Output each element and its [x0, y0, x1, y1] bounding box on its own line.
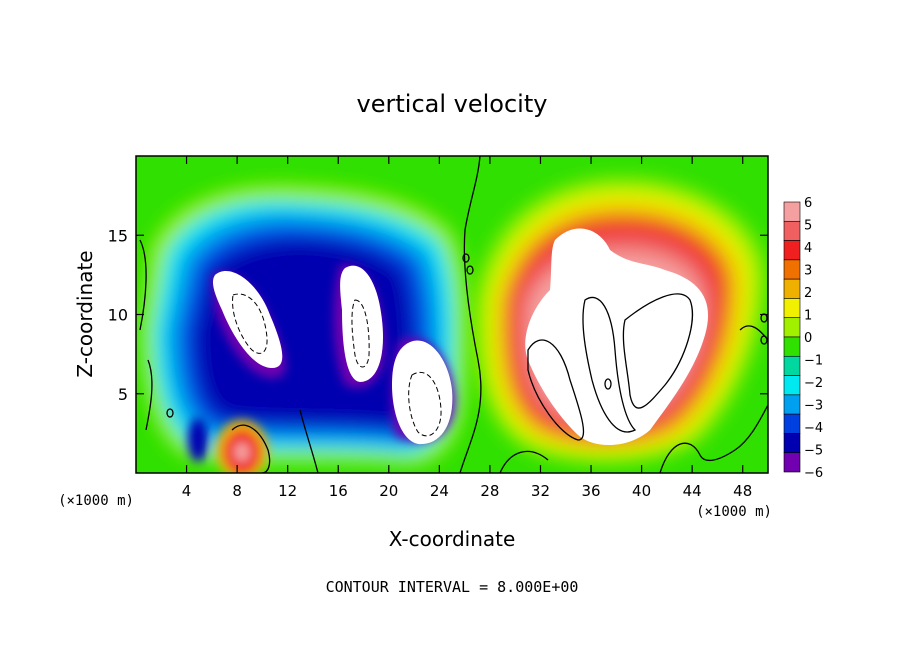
- x-tick-label: 40: [632, 482, 651, 500]
- x-tick-label: 16: [329, 482, 348, 500]
- colorbar-label: −2: [804, 376, 823, 391]
- plot-area: [136, 156, 768, 473]
- colorbar: 6 5 4 3 2 1 0 −1 −2 −3 −4 −5 −6: [783, 196, 823, 481]
- colorbar-label: 1: [804, 309, 812, 324]
- x-axis-unit: (×1000 m): [696, 504, 772, 520]
- x-tick-label: 48: [733, 482, 752, 500]
- x-tick-label: 36: [581, 482, 600, 500]
- colorbar-label: 2: [804, 286, 812, 301]
- x-axis: 4 8 12 16 20 24 28 32 36 40 44 48: [182, 156, 752, 500]
- x-tick-label: 8: [232, 482, 242, 500]
- colorbar-label: −1: [804, 354, 823, 369]
- colorbar-swatch: [783, 433, 801, 454]
- colorbar-label: 6: [804, 196, 812, 211]
- y-tick-label: 15: [108, 226, 128, 245]
- colorbar-label: 3: [804, 264, 812, 279]
- y-axis-label: Z-coordinate: [73, 250, 97, 377]
- y-tick-label: 10: [108, 306, 128, 325]
- contour-interval-label: CONTOUR INTERVAL = 8.000E+00: [326, 578, 579, 596]
- colorbar-swatch: [783, 298, 801, 319]
- colorbar-swatch: [783, 317, 801, 338]
- colorbar-swatch: [783, 240, 801, 261]
- x-tick-label: 32: [531, 482, 550, 500]
- colorbar-swatch: [783, 452, 801, 473]
- x-tick-label: 12: [278, 482, 297, 500]
- x-tick-label: 28: [480, 482, 499, 500]
- colorbar-label: −6: [804, 466, 823, 481]
- x-tick-label: 24: [430, 482, 449, 500]
- x-axis-label: X-coordinate: [389, 527, 516, 551]
- colorbar-label: −5: [804, 444, 823, 459]
- y-axis-unit: (×1000 m): [58, 493, 134, 509]
- colorbar-label: 5: [804, 219, 812, 234]
- colorbar-swatch: [783, 201, 801, 222]
- x-tick-label: 4: [182, 482, 192, 500]
- colorbar-swatch: [783, 336, 801, 357]
- colorbar-label: 0: [804, 331, 812, 346]
- y-axis: 5 10 15: [108, 226, 768, 404]
- x-tick-label: 20: [379, 482, 398, 500]
- x-tick-label: 44: [683, 482, 702, 500]
- y-tick-label: 5: [118, 385, 128, 404]
- colorbar-swatch: [783, 278, 801, 299]
- colorbar-swatch: [783, 220, 801, 241]
- colorbar-swatch: [783, 375, 801, 396]
- chart-title: vertical velocity: [357, 90, 548, 118]
- colorbar-label: 4: [804, 241, 812, 256]
- colorbar-swatch: [783, 259, 801, 280]
- colorbar-swatch: [783, 394, 801, 415]
- colorbar-label: −4: [804, 421, 823, 436]
- colorbar-label: −3: [804, 399, 823, 414]
- colorbar-swatch: [783, 355, 801, 376]
- colorbar-swatch: [783, 413, 801, 434]
